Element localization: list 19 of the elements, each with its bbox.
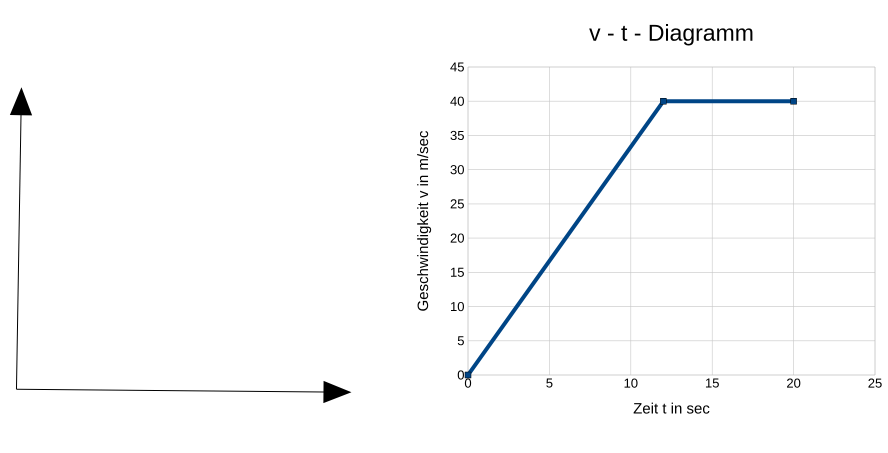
x-tick-label: 20 xyxy=(787,378,800,388)
y-tick-label: 10 xyxy=(451,302,464,312)
y-tick-label: 25 xyxy=(450,199,464,208)
y-axis-title: Geschwindigkeit v in m/sec xyxy=(417,130,432,311)
x-tick-label: 10 xyxy=(624,378,638,388)
y-tick-label: 20 xyxy=(450,234,464,243)
x-tick-label: 15 xyxy=(706,378,719,388)
x-axis-title: Zeit t in sec xyxy=(634,402,710,414)
x-tick-label: 25 xyxy=(868,378,882,388)
y-tick-label: 45 xyxy=(450,62,464,72)
y-tick-label: 0 xyxy=(458,370,464,380)
y-tick-label: 35 xyxy=(450,130,464,140)
chart-title: v - t - Diagramm xyxy=(589,24,752,46)
y-tick-label: 15 xyxy=(451,268,464,277)
x-tick-label: 0 xyxy=(464,378,472,388)
y-tick-label: 30 xyxy=(450,165,464,174)
y-tick-label: 40 xyxy=(450,96,464,106)
y-tick-label: 5 xyxy=(458,336,464,346)
x-tick-label: 5 xyxy=(546,378,552,388)
